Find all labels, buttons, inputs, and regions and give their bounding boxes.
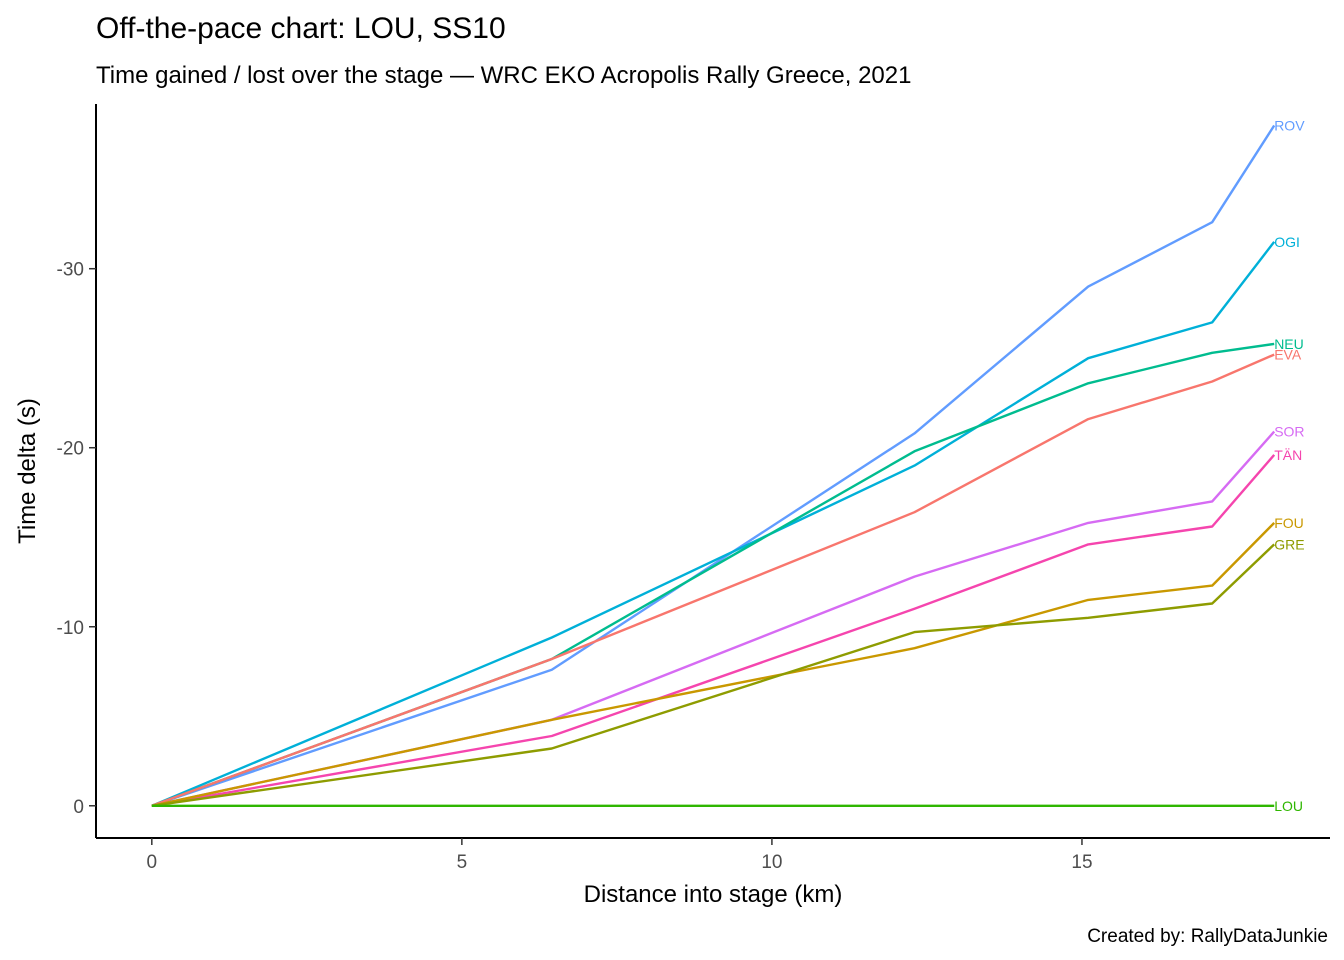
series-line-ogi <box>151 241 1276 807</box>
chart-caption: Created by: RallyDataJunkie <box>1087 926 1328 947</box>
series-line-rov <box>151 124 1276 807</box>
y-tick-label: -30 <box>57 260 84 281</box>
x-tick-label: 15 <box>1071 852 1092 873</box>
series-label-eva: EVA <box>1274 347 1302 363</box>
series-label-gre: GRE <box>1274 536 1304 552</box>
y-axis-title: Time delta (s) <box>14 398 41 544</box>
x-tick-label: 5 <box>457 852 468 873</box>
series-label-sor: SOR <box>1274 424 1304 440</box>
x-axis-ticks: 0 5 10 15 <box>147 838 1093 873</box>
series-line-eva <box>151 353 1275 807</box>
chart-subtitle: Time gained / lost over the stage — WRC … <box>96 62 911 89</box>
y-tick-label: 0 <box>73 797 84 818</box>
series-lines <box>151 124 1276 807</box>
x-tick-label: 10 <box>761 852 782 873</box>
x-tick-label: 0 <box>147 852 158 873</box>
series-label-fou: FOU <box>1274 515 1304 531</box>
series-label-lou: LOU <box>1274 798 1303 814</box>
chart-title: Off-the-pace chart: LOU, SS10 <box>96 12 506 45</box>
y-tick-label: -20 <box>57 439 84 460</box>
series-label-tän: TÄN <box>1274 447 1302 463</box>
y-tick-label: -10 <box>57 618 84 639</box>
y-axis-ticks: 0 -10 -20 -30 <box>57 260 96 818</box>
series-label-ogi: OGI <box>1274 234 1300 250</box>
series-line-tän <box>151 454 1276 807</box>
series-line-gre <box>151 543 1276 807</box>
series-label-neu: NEU <box>1274 336 1304 352</box>
x-axis-title: Distance into stage (km) <box>584 881 843 908</box>
series-label-rov: ROV <box>1274 117 1305 133</box>
